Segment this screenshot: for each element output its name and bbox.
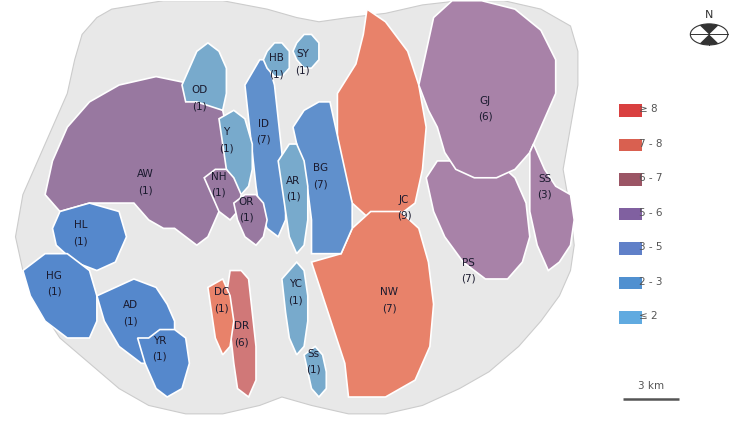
Text: (6): (6) bbox=[478, 112, 493, 122]
Polygon shape bbox=[427, 152, 529, 279]
Polygon shape bbox=[53, 203, 126, 271]
Text: AD: AD bbox=[122, 300, 137, 310]
Polygon shape bbox=[337, 9, 427, 220]
Polygon shape bbox=[219, 110, 252, 195]
FancyBboxPatch shape bbox=[619, 242, 641, 255]
Text: NW: NW bbox=[380, 288, 398, 297]
Text: (1): (1) bbox=[47, 287, 62, 297]
Polygon shape bbox=[304, 346, 326, 397]
Text: (7): (7) bbox=[256, 135, 270, 145]
Text: (7): (7) bbox=[313, 179, 327, 189]
Text: (6): (6) bbox=[234, 337, 249, 347]
Wedge shape bbox=[700, 24, 719, 34]
Text: (1): (1) bbox=[288, 295, 303, 305]
Polygon shape bbox=[137, 330, 189, 397]
Polygon shape bbox=[16, 1, 578, 414]
FancyBboxPatch shape bbox=[619, 311, 641, 324]
Text: HG: HG bbox=[46, 271, 62, 280]
Text: ID: ID bbox=[258, 119, 269, 129]
Text: (9): (9) bbox=[397, 211, 412, 221]
Text: (1): (1) bbox=[306, 365, 320, 375]
Text: DR: DR bbox=[234, 321, 249, 331]
Text: OD: OD bbox=[191, 85, 207, 95]
Wedge shape bbox=[700, 34, 719, 45]
Polygon shape bbox=[23, 254, 97, 338]
Text: 2 - 3: 2 - 3 bbox=[639, 277, 663, 287]
Text: (1): (1) bbox=[219, 143, 234, 153]
Text: JC: JC bbox=[399, 195, 409, 205]
Text: ≤ 2: ≤ 2 bbox=[639, 311, 658, 321]
Text: Y: Y bbox=[223, 127, 230, 137]
Text: (3): (3) bbox=[537, 190, 552, 200]
FancyBboxPatch shape bbox=[619, 277, 641, 289]
Text: Ss: Ss bbox=[307, 349, 319, 359]
Polygon shape bbox=[264, 43, 289, 77]
Text: N: N bbox=[705, 11, 713, 20]
Polygon shape bbox=[208, 279, 234, 355]
Text: HB: HB bbox=[269, 53, 283, 63]
Text: (1): (1) bbox=[123, 316, 137, 326]
Text: (1): (1) bbox=[269, 69, 283, 80]
FancyBboxPatch shape bbox=[619, 173, 641, 186]
Text: SY: SY bbox=[296, 49, 309, 59]
Text: (7): (7) bbox=[461, 274, 475, 284]
Text: (1): (1) bbox=[74, 236, 88, 246]
Text: (7): (7) bbox=[382, 303, 397, 313]
Text: SS: SS bbox=[538, 173, 551, 184]
Polygon shape bbox=[204, 169, 241, 220]
FancyBboxPatch shape bbox=[619, 208, 641, 220]
Text: AR: AR bbox=[286, 176, 300, 186]
Polygon shape bbox=[245, 60, 285, 237]
Polygon shape bbox=[293, 102, 352, 254]
Text: GJ: GJ bbox=[480, 96, 491, 106]
Text: (1): (1) bbox=[211, 187, 225, 198]
Text: (1): (1) bbox=[285, 192, 300, 202]
Text: ≥ 8: ≥ 8 bbox=[639, 104, 658, 114]
Text: AW: AW bbox=[137, 169, 153, 179]
Text: 3 km: 3 km bbox=[638, 381, 664, 391]
Polygon shape bbox=[97, 279, 174, 363]
Text: (1): (1) bbox=[152, 352, 167, 362]
Text: YC: YC bbox=[288, 279, 302, 289]
Polygon shape bbox=[234, 195, 267, 245]
Text: OR: OR bbox=[239, 197, 254, 207]
Text: DC: DC bbox=[213, 288, 229, 297]
Text: HL: HL bbox=[74, 220, 87, 230]
Polygon shape bbox=[45, 77, 230, 245]
Polygon shape bbox=[182, 43, 226, 110]
Polygon shape bbox=[312, 212, 433, 397]
Text: 3 - 5: 3 - 5 bbox=[639, 242, 663, 253]
Polygon shape bbox=[529, 144, 575, 271]
Text: 6 - 7: 6 - 7 bbox=[639, 173, 663, 183]
Text: 5 - 6: 5 - 6 bbox=[639, 208, 663, 218]
FancyBboxPatch shape bbox=[619, 104, 641, 117]
Text: PS: PS bbox=[462, 258, 475, 268]
Text: 7 - 8: 7 - 8 bbox=[639, 139, 663, 148]
Text: YR: YR bbox=[153, 336, 167, 346]
Polygon shape bbox=[226, 271, 256, 397]
Text: BG: BG bbox=[313, 163, 328, 173]
Polygon shape bbox=[278, 144, 308, 254]
Text: (1): (1) bbox=[214, 303, 228, 313]
Polygon shape bbox=[293, 34, 319, 68]
Polygon shape bbox=[419, 1, 556, 178]
FancyBboxPatch shape bbox=[619, 139, 641, 151]
Text: (1): (1) bbox=[295, 65, 310, 75]
Text: (1): (1) bbox=[239, 213, 254, 223]
Text: (1): (1) bbox=[137, 185, 152, 195]
Text: NH: NH bbox=[210, 171, 226, 181]
Text: (1): (1) bbox=[192, 101, 207, 111]
Polygon shape bbox=[282, 262, 308, 355]
